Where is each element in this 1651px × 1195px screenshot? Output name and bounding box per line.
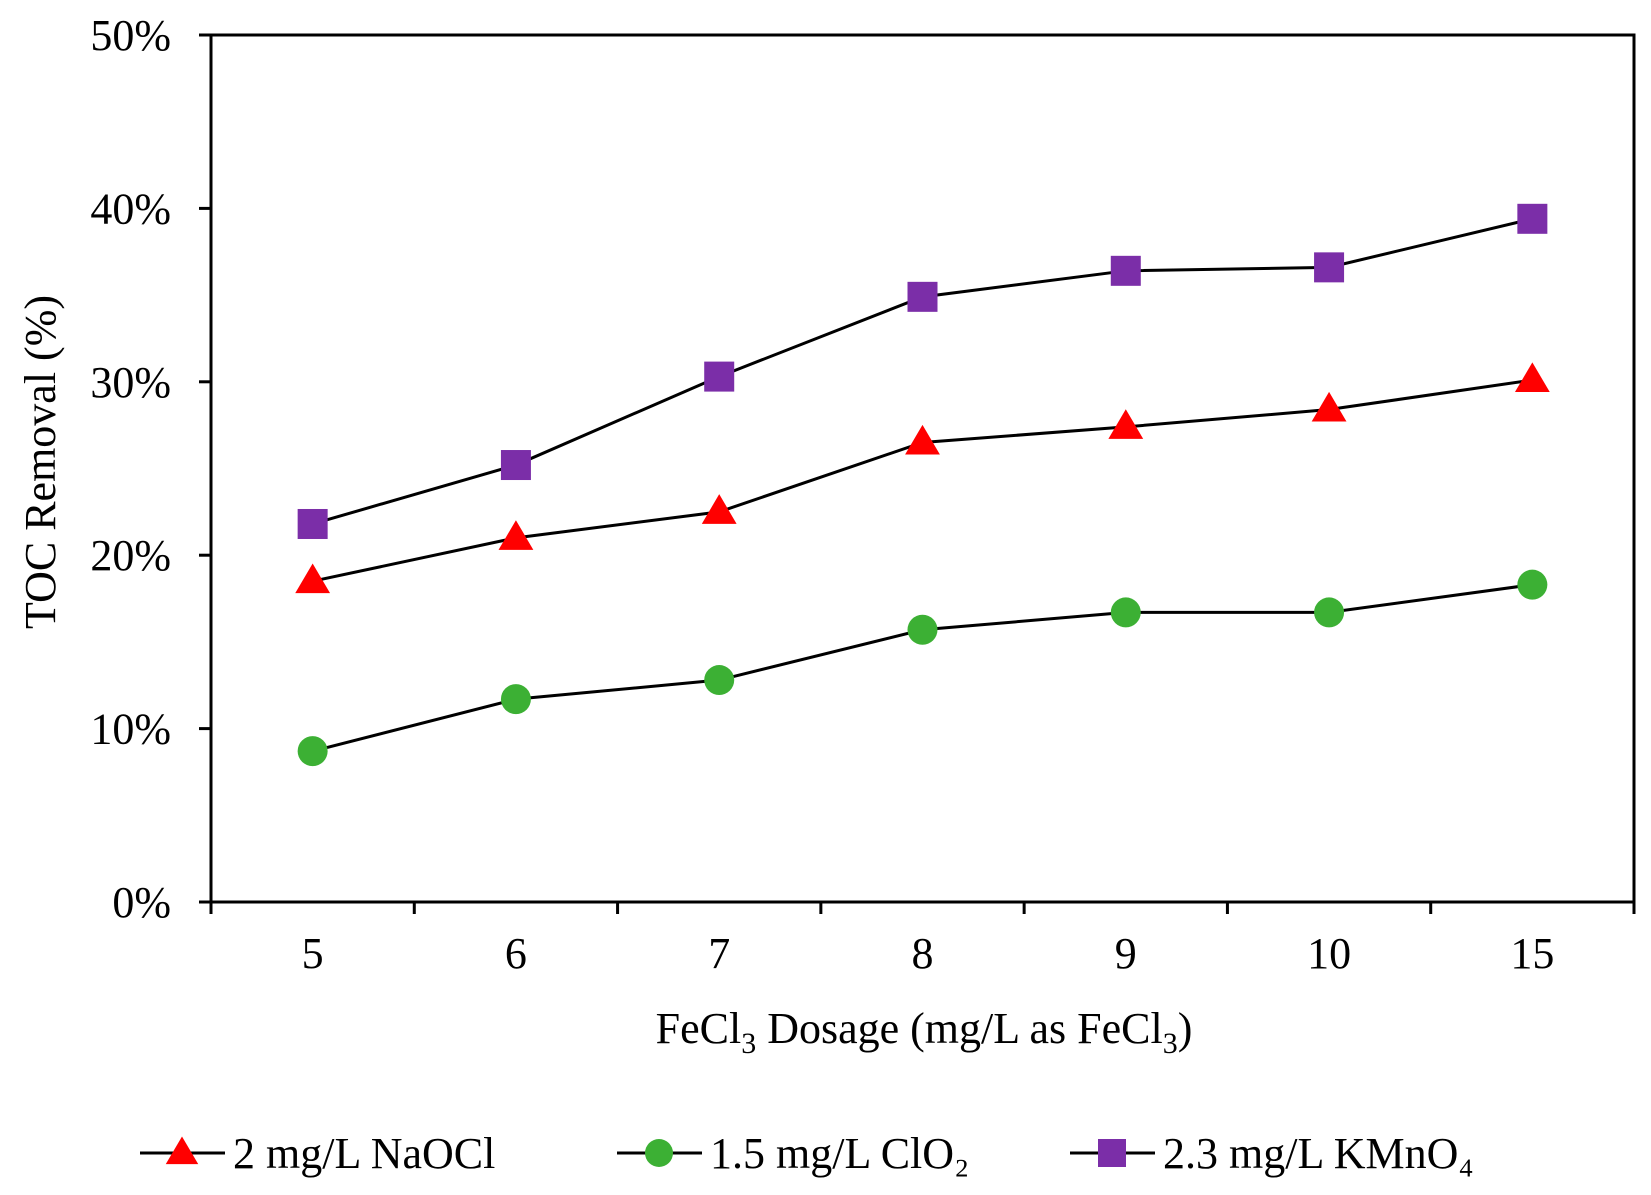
legend-item: 1.5 mg/L ClO₂	[617, 1129, 969, 1178]
y-tick-label: 10%	[90, 705, 171, 754]
x-tick-label: 6	[505, 929, 527, 978]
data-point-triangle	[905, 424, 940, 455]
legend: 2 mg/L NaOCl 1.5 mg/L ClO₂ 2.3 mg/L KMnO₄	[140, 1129, 1474, 1178]
data-point-triangle	[498, 520, 534, 550]
data-point-square	[1314, 252, 1345, 283]
series-circle	[297, 569, 1548, 767]
y-tick-label: 30%	[90, 358, 171, 407]
legend-marker-square	[1098, 1139, 1126, 1167]
series-square	[297, 203, 1548, 539]
legend-label: 1.5 mg/L ClO₂	[710, 1129, 969, 1178]
data-point-circle	[297, 736, 328, 767]
data-point-circle	[1110, 597, 1141, 628]
data-point-circle	[1314, 597, 1345, 628]
plot-frame	[209, 33, 1636, 904]
y-axis: 0% 10% 20% 30% 40% 50%	[90, 11, 211, 927]
legend-marker-triangle	[165, 1136, 199, 1165]
data-point-triangle	[1514, 362, 1550, 393]
data-point-circle	[500, 684, 531, 715]
legend-label: 2 mg/L NaOCl	[233, 1129, 495, 1178]
x-axis: 5 6 7 8 9 10 15	[209, 902, 1636, 978]
series-layer	[295, 203, 1550, 767]
legend-item: 2.3 mg/L KMnO₄	[1070, 1129, 1474, 1178]
data-point-triangle	[1108, 409, 1144, 439]
legend-label: 2.3 mg/L KMnO₄	[1163, 1129, 1474, 1178]
x-tick-label: 15	[1510, 929, 1554, 978]
y-tick-label: 0%	[112, 878, 171, 927]
y-tick-label: 50%	[90, 11, 171, 60]
y-axis-title: TOC Removal (%)	[16, 295, 65, 629]
data-point-square	[907, 281, 938, 312]
x-tick-label: 8	[912, 929, 934, 978]
y-tick-label: 40%	[90, 184, 171, 233]
x-tick-label: 5	[302, 929, 324, 978]
data-point-square	[704, 361, 735, 392]
data-point-square	[1110, 255, 1141, 286]
data-point-square	[297, 508, 328, 539]
x-tick-label: 7	[708, 929, 730, 978]
data-point-circle	[907, 614, 938, 645]
data-point-triangle	[701, 494, 737, 524]
y-tick-label: 20%	[90, 531, 171, 580]
series-triangle	[295, 362, 1550, 594]
data-point-circle	[704, 665, 735, 696]
data-point-circle	[1517, 569, 1548, 600]
x-axis-title: FeCl3 Dosage (mg/L as FeCl3)	[656, 1004, 1193, 1060]
data-point-square	[1517, 203, 1548, 234]
legend-marker-circle	[645, 1139, 673, 1167]
x-tick-label: 10	[1307, 929, 1351, 978]
data-point-triangle	[295, 563, 331, 594]
legend-item: 2 mg/L NaOCl	[140, 1129, 495, 1178]
data-point-triangle	[1311, 391, 1347, 422]
data-point-square	[500, 450, 531, 481]
plot-area	[209, 33, 1636, 904]
x-tick-label: 9	[1115, 929, 1137, 978]
